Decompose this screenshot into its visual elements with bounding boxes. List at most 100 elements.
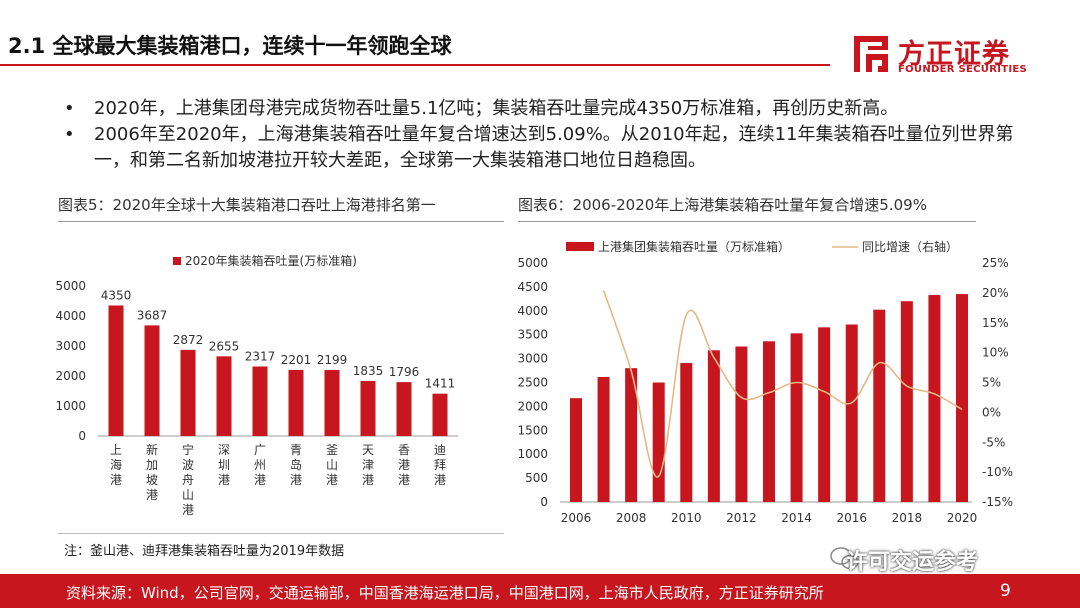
- bullet-text: 2006年至2020年，上海港集装箱吞吐量年复合增速达到5.09%。从2010年…: [94, 124, 1014, 171]
- chart6-caption: 图表6：2006-2020年上海港集装箱吞吐量年复合增速5.09%: [518, 196, 927, 214]
- chart6-bar: [790, 333, 803, 502]
- chart6-y-right-tick: -5%: [982, 435, 1005, 449]
- chart6-y-left-tick: 3000: [517, 352, 548, 366]
- chart6-y-left-tick: 2500: [517, 376, 548, 390]
- chart6-caption-rule: [518, 221, 976, 222]
- bullet-item: • 2006年至2020年，上海港集装箱吞吐量年复合增速达到5.09%。从2010…: [64, 122, 1024, 174]
- chart5-data-label: 2317: [245, 349, 276, 363]
- chart5-x-tick: 上海港: [110, 443, 122, 487]
- logo-english-name: FOUNDER SECURITIES: [898, 64, 1028, 75]
- chart6-y-left-tick: 500: [525, 471, 548, 485]
- chart5-y-tick: 4000: [55, 309, 86, 323]
- chart6-bar: [652, 382, 665, 502]
- chart5-x-tick: 青岛港: [290, 443, 302, 487]
- chart5-y-tick: 3000: [55, 339, 86, 353]
- chart6-y-left-tick: 5000: [517, 256, 548, 270]
- chart6-bar: [763, 341, 775, 502]
- chart5-data-label: 1796: [389, 365, 420, 379]
- founder-logo-icon: [854, 36, 888, 72]
- chart5-bar: [252, 366, 268, 436]
- chart6-legend-line-label: 同比增速（右轴）: [862, 239, 958, 254]
- chart-note: 注：釜山港、迪拜港集装箱吞吐量为2019年数据: [64, 544, 345, 559]
- bullet-dot: •: [64, 98, 75, 119]
- chart6-bar: [570, 398, 582, 502]
- chart5-x-tick: 釜山港: [326, 442, 338, 487]
- chart5-x-tick: 宁波舟山港: [182, 442, 194, 517]
- chart6-bar: [928, 295, 941, 502]
- chart6-y-left-tick: 4000: [517, 304, 548, 318]
- chart6-bar: [707, 350, 720, 502]
- chart5-data-label: 2199: [317, 353, 348, 367]
- page-number: 9: [1000, 581, 1011, 601]
- founder-logo: 方正证券 FOUNDER SECURITIES: [848, 30, 1028, 78]
- chart5-bar: [432, 393, 448, 436]
- chart6-bar: [597, 377, 610, 502]
- chart6-x-tick: 2020: [947, 511, 978, 525]
- note-rule: [58, 533, 504, 534]
- footer-source: 资料来源：Wind，公司官网，交通运输部，中国香港海运港口局，中国港口网，上海市…: [66, 584, 824, 602]
- chart6-y-right-tick: -10%: [982, 465, 1013, 479]
- chart5-bar: [144, 325, 160, 436]
- chart5-bar: [180, 349, 196, 436]
- chart5-x-tick: 新加坡港: [146, 442, 158, 502]
- chart6-y-right-tick: 20%: [982, 286, 1009, 300]
- chart6-x-tick: 2012: [726, 511, 757, 525]
- chart6-y-left-tick: 3500: [517, 328, 548, 342]
- chart5-x-tick: 深圳港: [218, 443, 230, 487]
- chart6-y-left-tick: 2000: [517, 399, 548, 413]
- chart6-growth-line: [602, 290, 963, 478]
- chart5-data-label: 2201: [281, 353, 312, 367]
- chart5-y-tick: 2000: [55, 369, 86, 383]
- chart6-x-tick: 2008: [616, 511, 647, 525]
- chart5-x-tick: 广州港: [254, 443, 266, 487]
- chart6-bar: [735, 346, 748, 502]
- chart6-y-right-tick: -15%: [982, 495, 1013, 509]
- chart5-data-label: 3687: [137, 308, 168, 322]
- chart5-bar: [108, 305, 124, 436]
- chart5-data-label: 2655: [209, 339, 240, 353]
- chart6-x-tick: 2014: [781, 511, 812, 525]
- chart6-x-tick: 2010: [671, 511, 702, 525]
- chart6-bar: [900, 301, 913, 502]
- footer-bar: 资料来源：Wind，公司官网，交通运输部，中国香港海运港口局，中国港口网，上海市…: [0, 574, 1080, 608]
- chart6-legend-bar-swatch: [566, 242, 594, 251]
- chart5-data-label: 4350: [101, 289, 132, 303]
- chart5-bar: [396, 382, 412, 436]
- chart6-y-right-tick: 10%: [982, 346, 1009, 360]
- chart6-bar: [625, 368, 638, 502]
- bullet-text: 2020年，上港集团母港完成货物吞吐量5.1亿吨；集装箱吞吐量完成4350万标准…: [94, 98, 899, 119]
- bullet-list: • 2020年，上港集团母港完成货物吞吐量5.1亿吨；集装箱吞吐量完成4350万标…: [64, 96, 1024, 174]
- chart6-x-tick: 2018: [892, 511, 923, 525]
- chart5-legend-swatch: [173, 257, 181, 265]
- chart5-x-tick: 迪拜港: [434, 443, 446, 487]
- chart6-y-right-tick: 0%: [982, 405, 1001, 419]
- title-underline: [0, 64, 830, 66]
- chart6-bar: [845, 324, 858, 502]
- chart6-y-right-tick: 15%: [982, 316, 1009, 330]
- chart5-legend-label: 2020年集装箱吞吐量(万标准箱): [185, 253, 357, 268]
- logo-chinese-name: 方正证券: [898, 39, 1010, 70]
- wechat-icon: [830, 547, 859, 570]
- chart6-bar: [680, 363, 693, 502]
- chart5-data-label: 2872: [173, 333, 204, 347]
- chart5-caption: 图表5：2020年全球十大集装箱港口吞吐上海港排名第一: [58, 196, 436, 214]
- chart5-bar: [216, 356, 232, 436]
- chart5-x-tick: 天津港: [362, 443, 374, 487]
- bullet-dot: •: [64, 124, 75, 145]
- chart6-bar: [818, 327, 831, 502]
- chart6-y-right-tick: 5%: [982, 376, 1001, 390]
- chart5-bar: [288, 369, 304, 436]
- chart6-x-tick: 2006: [561, 511, 592, 525]
- chart6-bar: [956, 294, 968, 502]
- chart5-x-tick: 香港港: [398, 443, 410, 487]
- chart5-bar: [324, 370, 340, 436]
- chart5-y-tick: 1000: [55, 399, 86, 413]
- chart6-x-tick: 2016: [836, 511, 867, 525]
- chart5-data-label: 1835: [353, 364, 384, 378]
- page-title: 2.1 全球最大集装箱港口，连续十一年领跑全球: [8, 34, 452, 58]
- chart5-bar: [360, 380, 376, 436]
- chart6-legend-bar-label: 上港集团集装箱吞吐量（万标准箱）: [598, 239, 790, 254]
- chart5-y-tick: 0: [78, 429, 86, 443]
